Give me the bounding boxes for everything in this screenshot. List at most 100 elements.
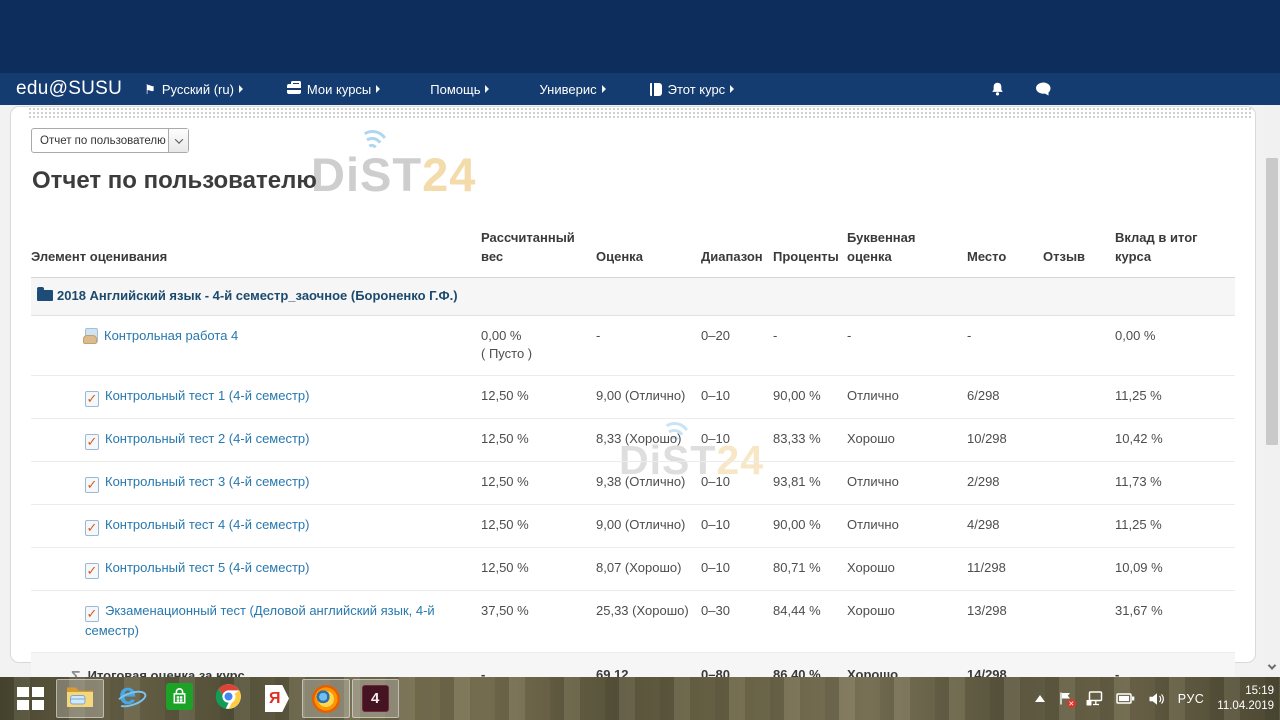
taskbar-yandex-browser[interactable] bbox=[254, 679, 300, 718]
clock[interactable]: 15:19 11.04.2019 bbox=[1217, 684, 1274, 714]
cell-range: 0–30 bbox=[701, 590, 773, 654]
cell-contribution: 31,67 % bbox=[1115, 590, 1235, 654]
nav-item-my-courses[interactable]: Мои курсы bbox=[286, 81, 381, 97]
nav-item-label: Мои курсы bbox=[306, 81, 372, 97]
speaker-icon[interactable] bbox=[1148, 692, 1165, 706]
cell-percent: 90,00 % bbox=[773, 504, 847, 549]
category-row: 2018 Английский язык - 4-й семестр_заочн… bbox=[31, 277, 1235, 316]
quiz-icon: ✓ bbox=[85, 563, 99, 580]
nav-item-help[interactable]: Помощь bbox=[424, 82, 490, 97]
cell-weight: 12,50 % bbox=[481, 504, 596, 549]
flag-icon: ⚑ bbox=[144, 81, 156, 97]
cell-rank: - bbox=[967, 315, 1043, 377]
cell-letter: Хорошо bbox=[847, 418, 967, 463]
cell-grade: 9,38 (Отлично) bbox=[596, 461, 701, 506]
grade-item-link[interactable]: Контрольный тест 2 (4-й семестр) bbox=[105, 431, 310, 447]
cell-grade: 25,33 (Хорошо) bbox=[596, 590, 701, 654]
nav-item-this-course[interactable]: Этот курс bbox=[649, 81, 735, 97]
taskbar-file-explorer[interactable] bbox=[56, 679, 104, 718]
taskbar-chrome[interactable] bbox=[205, 679, 252, 718]
grade-item-link[interactable]: Контрольный тест 4 (4-й семестр) bbox=[105, 517, 310, 533]
nav-item-language[interactable]: ⚑ Русский (ru) bbox=[144, 82, 243, 97]
grade-item-link[interactable]: Контрольный тест 3 (4-й семестр) bbox=[105, 474, 310, 490]
cell-grade: 9,00 (Отлично) bbox=[596, 375, 701, 420]
cell-rank: 10/298 bbox=[967, 418, 1043, 463]
network-icon[interactable] bbox=[1086, 691, 1103, 706]
quiz-icon: ✓ bbox=[85, 434, 99, 451]
cell-rank: 2/298 bbox=[967, 461, 1043, 506]
cell-contribution: 10,42 % bbox=[1115, 418, 1235, 463]
cell-feedback bbox=[1043, 375, 1115, 420]
cell-contribution: 10,09 % bbox=[1115, 547, 1235, 592]
cell-rank: 6/298 bbox=[967, 375, 1043, 420]
internet-explorer-icon bbox=[116, 676, 144, 714]
caret-right-icon bbox=[730, 85, 735, 93]
cell-letter: Хорошо bbox=[847, 590, 967, 654]
language-indicator[interactable]: РУС bbox=[1177, 691, 1205, 706]
cell-grade: - bbox=[596, 315, 701, 377]
scrollbar-thumb[interactable] bbox=[1266, 158, 1278, 445]
scrollbar-down-arrow[interactable] bbox=[1264, 659, 1280, 675]
cell-feedback bbox=[1043, 418, 1115, 463]
site-brand[interactable]: edu@SUSU bbox=[16, 78, 123, 99]
grade-item-link[interactable]: Экзаменационный тест (Деловой английский… bbox=[85, 603, 435, 639]
quiz-icon: ✓ bbox=[85, 391, 99, 408]
taskbar-firefox[interactable] bbox=[302, 679, 350, 718]
col-header-contribution: Вклад в итог курса bbox=[1115, 225, 1235, 278]
item-name-cell: ✓ Контрольный тест 4 (4-й семестр) bbox=[31, 504, 481, 549]
nav-item-label: Русский (ru) bbox=[161, 81, 234, 97]
windows-store-icon bbox=[166, 682, 193, 715]
col-header-percent: Проценты bbox=[773, 225, 847, 278]
nav-item-univeris[interactable]: Универис bbox=[533, 82, 606, 97]
chevron-down-icon[interactable] bbox=[168, 129, 188, 152]
bell-icon[interactable] bbox=[990, 81, 1005, 97]
grade-item-link[interactable]: Контрольный тест 5 (4-й семестр) bbox=[105, 560, 310, 576]
caret-right-icon bbox=[485, 85, 490, 93]
table-row: ✓ Экзаменационный тест (Деловой английски… bbox=[31, 590, 1235, 654]
chrome-icon bbox=[215, 683, 242, 715]
nav-item-label: Этот курс bbox=[667, 81, 726, 97]
taskbar-internet-explorer[interactable] bbox=[106, 676, 154, 718]
caret-right-icon bbox=[376, 85, 381, 93]
grade-item-link[interactable]: Контрольный тест 1 (4-й семестр) bbox=[105, 388, 310, 404]
table-row: ✓ Контрольный тест 2 (4-й семестр) 12,50 %… bbox=[31, 418, 1235, 463]
col-header-feedback: Отзыв bbox=[1043, 225, 1115, 278]
caret-right-icon bbox=[601, 85, 606, 93]
header-band bbox=[0, 0, 1280, 73]
taskbar-archive-app[interactable] bbox=[352, 679, 399, 718]
cell-percent: 83,33 % bbox=[773, 418, 847, 463]
cell-percent: - bbox=[773, 315, 847, 377]
scrollbar[interactable] bbox=[1264, 105, 1280, 677]
item-name-cell: ✓ Контрольный тест 5 (4-й семестр) bbox=[31, 547, 481, 592]
col-header-range: Диапазон bbox=[701, 225, 773, 278]
cell-feedback bbox=[1043, 461, 1115, 506]
cell-letter: Отлично bbox=[847, 504, 967, 549]
cell-weight: 12,50 % bbox=[481, 418, 596, 463]
cell-letter: - bbox=[847, 315, 967, 377]
file-explorer-icon bbox=[66, 685, 94, 713]
cell-contribution: 11,73 % bbox=[1115, 461, 1235, 506]
tray-expand-icon[interactable] bbox=[1034, 695, 1045, 702]
cell-feedback bbox=[1043, 504, 1115, 549]
action-center-flag-icon[interactable]: ✕ bbox=[1058, 691, 1076, 708]
signal-arcs-icon bbox=[353, 126, 392, 165]
taskbar: ✕ РУС 15:19 11.04.2019 bbox=[0, 676, 1280, 720]
report-type-value: Отчет по пользователю bbox=[40, 134, 166, 147]
cell-range: 0–10 bbox=[701, 504, 773, 549]
firefox-icon bbox=[312, 684, 340, 713]
battery-icon[interactable] bbox=[1116, 692, 1135, 705]
clock-time: 15:19 bbox=[1245, 684, 1274, 697]
system-tray: ✕ РУС 15:19 11.04.2019 bbox=[1034, 677, 1274, 720]
col-header-grade: Оценка bbox=[596, 225, 701, 278]
col-header-item: Элемент оценивания bbox=[31, 225, 481, 278]
assignment-icon bbox=[83, 327, 98, 344]
taskbar-start-button[interactable] bbox=[7, 679, 54, 718]
report-type-select[interactable]: Отчет по пользователю bbox=[31, 128, 189, 153]
cell-percent: 80,71 % bbox=[773, 547, 847, 592]
taskbar-windows-store[interactable] bbox=[156, 679, 203, 718]
grade-item-link[interactable]: Контрольная работа 4 bbox=[104, 327, 239, 343]
cell-contribution: 11,25 % bbox=[1115, 375, 1235, 420]
chat-icon[interactable] bbox=[1035, 81, 1052, 97]
table-row: ✓ Контрольный тест 1 (4-й семестр) 12,50 %… bbox=[31, 375, 1235, 420]
